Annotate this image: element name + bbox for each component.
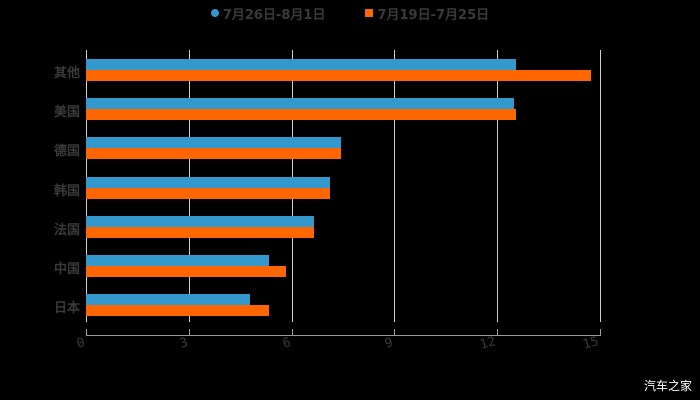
- bar-week1[interactable]: [86, 216, 314, 227]
- category-label: 法国: [53, 223, 80, 238]
- bar-week0[interactable]: [86, 70, 592, 81]
- legend-label: 7月26日-8月1日: [222, 7, 326, 23]
- category-label: 中国: [53, 262, 80, 277]
- bar-week1[interactable]: [86, 294, 251, 305]
- chart-legend: 7月26日-8月1日 7月19日-7月25日: [0, 4, 700, 23]
- watermark: 汽车之家: [643, 379, 692, 393]
- x-tick-label: 9: [383, 335, 396, 352]
- x-tick: [291, 329, 293, 336]
- bar-week0[interactable]: [86, 266, 287, 277]
- category-label: 德国: [53, 144, 80, 159]
- category-label: 其他: [53, 66, 80, 81]
- legend-item-week1[interactable]: 7月26日-8月1日: [210, 4, 326, 23]
- gridline: [600, 50, 601, 322]
- bar-week0[interactable]: [86, 109, 517, 120]
- x-tick-label: 12: [478, 334, 498, 353]
- x-tick: [600, 329, 601, 336]
- category-label: 韩国: [53, 184, 80, 199]
- bar-week1[interactable]: [86, 255, 269, 266]
- bar-week1[interactable]: [86, 98, 514, 109]
- bar-week1[interactable]: [86, 59, 517, 70]
- x-tick: [188, 329, 190, 336]
- category-label: 美国: [53, 105, 80, 120]
- x-tick-label: 6: [280, 335, 293, 352]
- x-tick: [86, 329, 87, 336]
- bar-week0[interactable]: [86, 188, 330, 199]
- x-tick: [394, 329, 396, 336]
- gridline: [394, 50, 396, 322]
- bar-week0[interactable]: [86, 227, 314, 238]
- x-tick: [497, 329, 499, 336]
- x-tick-label: 0: [75, 335, 87, 352]
- bar-week0[interactable]: [86, 305, 269, 316]
- bar-week1[interactable]: [86, 177, 330, 188]
- legend-label: 7月19日-7月25日: [377, 7, 490, 23]
- legend-square-icon: [365, 9, 374, 17]
- category-label: 日本: [53, 301, 80, 316]
- legend-item-week0[interactable]: 7月19日-7月25日: [365, 4, 490, 23]
- bar-week0[interactable]: [86, 148, 341, 159]
- x-axis-line: [86, 335, 600, 336]
- x-tick-label: 3: [177, 335, 190, 352]
- gridline: [497, 50, 499, 322]
- plot-area: [86, 50, 601, 322]
- bar-week1[interactable]: [86, 137, 341, 148]
- x-tick-label: 15: [581, 334, 601, 353]
- legend-circle-icon: [210, 9, 219, 17]
